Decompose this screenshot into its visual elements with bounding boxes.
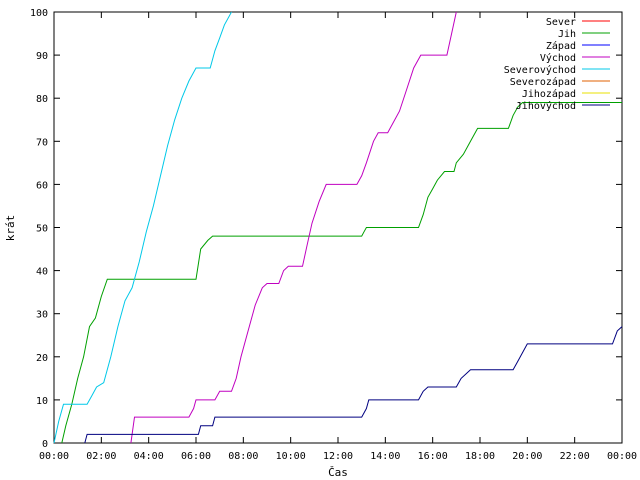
x-tick-label: 00:00 (39, 451, 69, 462)
y-tick-label: 100 (30, 8, 48, 19)
x-tick-label: 04:00 (134, 451, 164, 462)
series-line (61, 102, 622, 444)
y-tick-label: 90 (36, 51, 48, 62)
y-tick-label: 20 (36, 353, 48, 364)
legend-entry: Východ (540, 52, 576, 64)
x-tick-label: 20:00 (512, 451, 542, 462)
y-tick-label: 0 (42, 439, 48, 450)
legend: SeverJihZápadVýchodSeverovýchodSeverozáp… (504, 17, 610, 112)
x-tick-label: 02:00 (86, 451, 116, 462)
x-tick-label: 00:00 (607, 451, 637, 462)
y-tick-label: 30 (36, 310, 48, 321)
legend-entry: Jihovýchod (516, 100, 576, 112)
legend-entry: Severovýchod (504, 64, 576, 76)
x-tick-label: 12:00 (323, 451, 353, 462)
legend-entry: Sever (546, 17, 576, 28)
y-tick-label: 80 (36, 94, 48, 105)
legend-entry: Jihozápad (522, 88, 576, 100)
series-line (53, 11, 232, 444)
legend-entry: Jih (558, 29, 576, 40)
y-tick-label: 10 (36, 396, 48, 407)
x-tick-label: 18:00 (465, 451, 495, 462)
x-axis-label: Čas (328, 466, 348, 479)
x-axis: 00:00 02:00 04:00 06:00 08:00 10:00 12:00 14:00… (39, 12, 637, 462)
series-line (130, 11, 457, 444)
legend-entry: Západ (546, 40, 576, 52)
x-tick-label: 22:00 (560, 451, 590, 462)
x-tick-label: 14:00 (370, 451, 400, 462)
y-axis-label: krát (4, 215, 17, 242)
x-tick-label: 16:00 (418, 451, 448, 462)
y-tick-label: 70 (36, 137, 48, 148)
series-layer (53, 11, 623, 444)
series-line (84, 326, 623, 444)
y-tick-label: 50 (36, 224, 48, 235)
y-axis: 0 10 20 30 40 50 60 70 80 90 100 (30, 8, 622, 450)
legend-entry: Severozápad (510, 76, 576, 88)
x-tick-label: 06:00 (181, 451, 211, 462)
y-tick-label: 60 (36, 180, 48, 191)
x-tick-label: 10:00 (276, 451, 306, 462)
x-tick-label: 08:00 (228, 451, 258, 462)
y-tick-label: 40 (36, 267, 48, 278)
